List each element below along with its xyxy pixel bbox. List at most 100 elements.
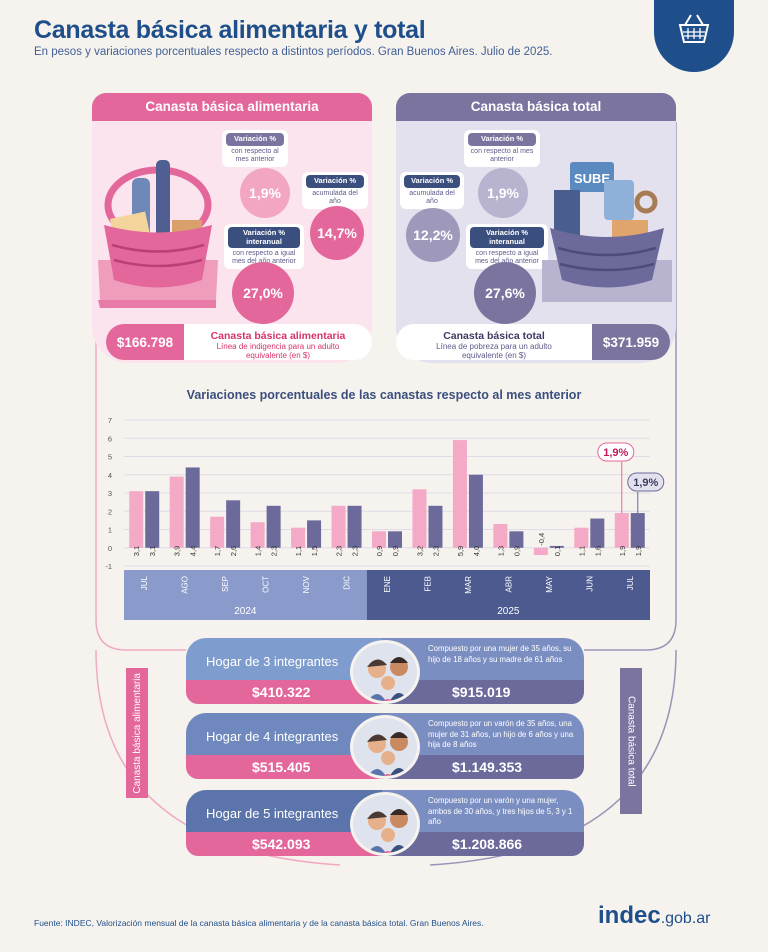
callout-value: 1,9% xyxy=(633,477,658,489)
cba-bar xyxy=(250,522,265,548)
bar-value-label: 0,9 xyxy=(391,546,400,556)
household-description: Compuesto por un varón de 35 años, una m… xyxy=(428,719,574,750)
bar-value-label: 2,6 xyxy=(229,546,238,556)
cbt-line-desc: Línea de pobreza para un adulto equivale… xyxy=(436,342,552,360)
family-illustration xyxy=(350,715,420,779)
bar-value-label: 2,3 xyxy=(270,546,279,556)
bar-value-label: 1,4 xyxy=(254,546,263,556)
callout-bubble xyxy=(627,472,665,492)
bar-value-label: 2,3 xyxy=(335,546,344,556)
sube-card-text: SUBE xyxy=(574,171,610,186)
cbt-var-inter-tag: Variación % interanual con respecto a ig… xyxy=(466,224,548,270)
cba-var-inter-value: 27,0% xyxy=(232,262,294,324)
cba-var-inter-tag: Variación % interanual con respecto a ig… xyxy=(224,224,304,270)
cba-bar xyxy=(210,516,225,548)
bar-value-label: 1,7 xyxy=(213,546,222,556)
household-cba-value: $542.093 xyxy=(252,836,311,852)
year-band xyxy=(124,570,367,620)
bar-value-label: 0,1 xyxy=(553,546,562,556)
page-title: Canasta básica alimentaria y total xyxy=(34,16,426,44)
bar-value-label: 3,1 xyxy=(148,546,157,556)
cba-var-mes-value: 1,9% xyxy=(240,168,290,218)
cba-price: $166.798 xyxy=(106,324,184,360)
cbt-bar xyxy=(428,505,443,548)
month-label: OCT xyxy=(262,576,271,593)
side-label-cba: Canasta básica alimentaria xyxy=(131,672,143,794)
cba-bar xyxy=(452,440,467,548)
year-label: 2025 xyxy=(497,606,520,617)
cbt-bar xyxy=(307,520,322,548)
y-tick-label: 3 xyxy=(108,489,112,498)
y-tick-label: -1 xyxy=(105,562,112,571)
y-tick-label: 5 xyxy=(108,453,112,462)
y-tick-label: 6 xyxy=(108,434,112,443)
source-note: Fuente: INDEC, Valorización mensual de l… xyxy=(34,918,484,928)
cbt-bar xyxy=(185,467,200,548)
cbt-var-mes-tag: Variación % con respecto al mes anterior xyxy=(464,130,540,167)
month-label: JUN xyxy=(585,576,594,592)
chart-title: Variaciones porcentuales de las canastas… xyxy=(186,388,582,402)
bar-value-label: 4,0 xyxy=(472,546,481,556)
bar-value-label: 1,9 xyxy=(618,546,627,556)
household-cbt-value: $1.208.866 xyxy=(452,836,523,852)
cba-bar xyxy=(493,524,508,548)
cbt-bar xyxy=(549,545,564,548)
cbt-var-mes-value: 1,9% xyxy=(478,168,528,218)
household-description: Compuesto por una mujer de 35 años, su h… xyxy=(428,644,572,664)
cbt-var-acum-tag: Variación % acumulada del año xyxy=(400,172,464,209)
callout-bubble xyxy=(597,442,635,462)
side-tab-cba: Canasta básica alimentaria xyxy=(126,668,148,798)
cba-bar xyxy=(614,513,629,548)
cbt-var-inter-value: 27,6% xyxy=(474,262,536,324)
bar-value-label: 2,3 xyxy=(431,546,440,556)
month-label: SEP xyxy=(221,576,230,592)
household-cbt-value: $915.019 xyxy=(452,684,511,700)
household-description: Compuesto por un varón y una mujer, ambo… xyxy=(428,796,573,827)
month-label: MAY xyxy=(545,575,554,592)
cbt-line-title: Canasta básica total xyxy=(443,330,545,342)
cba-var-acum-value: 14,7% xyxy=(310,206,364,260)
bar-value-label: 3,1 xyxy=(132,546,141,556)
cba-line-box: Canasta básica alimentaria Línea de indi… xyxy=(184,324,372,360)
side-label-cbt: Canasta básica total xyxy=(625,695,637,787)
cbt-bar xyxy=(226,500,241,548)
bar-value-label: 0,9 xyxy=(512,546,521,556)
bar-value-label: 1,1 xyxy=(294,546,303,556)
month-label: FEB xyxy=(423,576,432,592)
cba-var-acum-tag: Variación % acumulada del año xyxy=(302,172,368,209)
year-label: 2024 xyxy=(234,606,257,617)
bar-value-label: 5,9 xyxy=(456,546,465,556)
household-name: Hogar de 5 integrantes xyxy=(206,806,339,821)
cbt-bar xyxy=(590,518,605,548)
cbt-bar xyxy=(630,513,645,548)
y-tick-label: 2 xyxy=(108,507,112,516)
variation-bar-chart: 7 6 5 4 3 2 1 0 -1 3,1 3,9 1,7 1,4 1,1 2,3 0,9 3,2 5,9 1,3… xyxy=(105,416,665,620)
food-basket-illustration xyxy=(98,160,218,308)
month-label: JUL xyxy=(140,575,149,590)
y-tick-label: 7 xyxy=(108,416,112,425)
side-tab-cbt: Canasta básica total xyxy=(620,668,642,814)
page-subtitle: En pesos y variaciones porcentuales resp… xyxy=(34,46,553,58)
cba-bar xyxy=(331,505,346,548)
bar-value-label: 1,9 xyxy=(634,546,643,556)
cba-bar xyxy=(574,527,589,548)
cba-line-desc: Línea de indigencia para un adulto equiv… xyxy=(216,342,340,360)
cba-line-title: Canasta básica alimentaria xyxy=(210,330,346,342)
month-label: AGO xyxy=(181,576,190,594)
cbt-panel-header: Canasta básica total xyxy=(396,93,676,121)
cbt-bar xyxy=(347,505,362,548)
bar-value-label: -0,4 xyxy=(537,533,546,546)
indec-logo: indec.gob.ar xyxy=(598,902,711,929)
bar-value-label: 1,1 xyxy=(577,546,586,556)
total-basket-illustration: SUBE xyxy=(542,162,672,302)
bar-value-label: 1,3 xyxy=(496,546,505,556)
cbt-bar xyxy=(145,491,160,548)
bar-value-label: 3,2 xyxy=(415,546,424,556)
household-cba-value: $515.405 xyxy=(252,759,311,775)
cba-bar xyxy=(412,489,427,548)
month-label: ENE xyxy=(383,576,392,592)
cbt-bar xyxy=(468,474,483,548)
cba-bar xyxy=(129,491,144,548)
bar-value-label: 4,4 xyxy=(189,546,198,556)
cba-bar xyxy=(533,547,548,556)
